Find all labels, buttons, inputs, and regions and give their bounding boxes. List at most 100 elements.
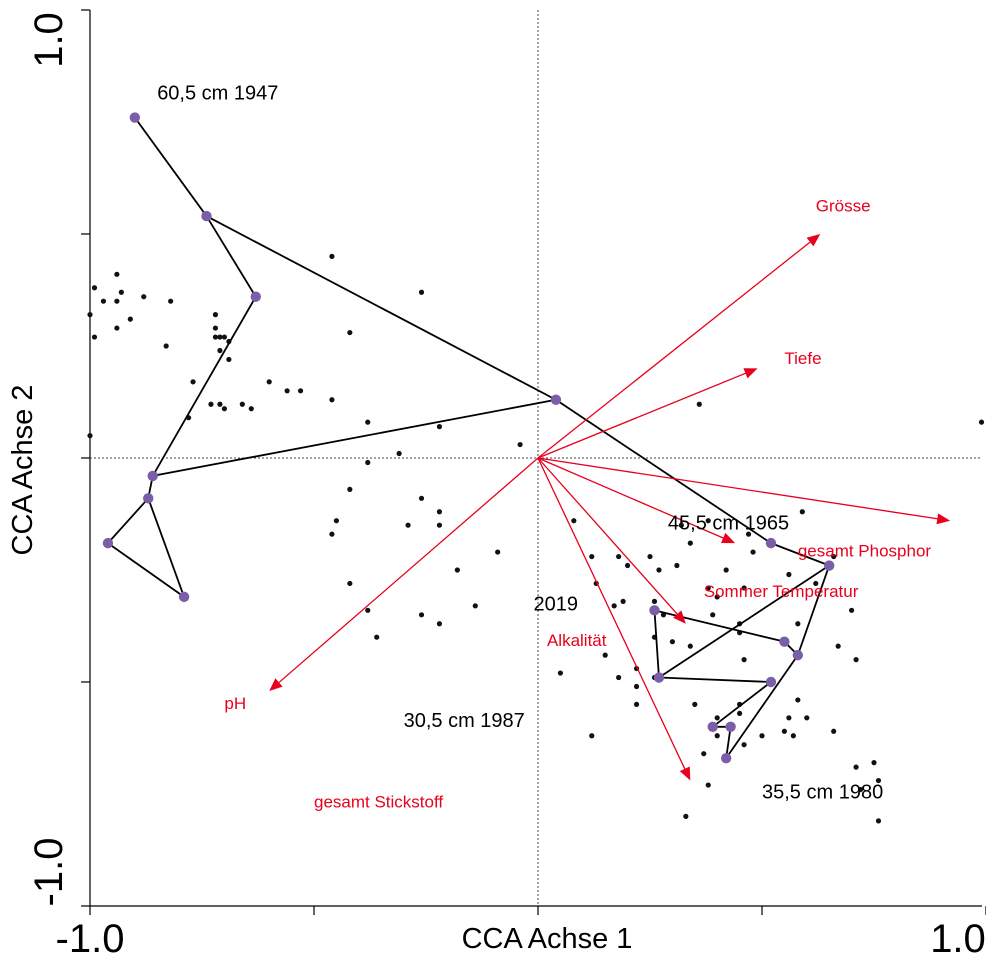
species-point — [786, 715, 792, 721]
species-point — [741, 585, 747, 591]
trajectory-line-2 — [555, 399, 831, 760]
vector-label: Tiefe — [784, 349, 821, 368]
x-tick-label-max: 1.0 — [930, 917, 986, 959]
species-point — [190, 379, 196, 385]
sample-label: 2019 — [534, 593, 579, 615]
vector-arrow-line — [278, 457, 539, 683]
species-point — [87, 433, 93, 439]
species-point — [616, 674, 622, 681]
species-point — [436, 424, 443, 430]
species-point — [436, 509, 443, 515]
species-point — [266, 379, 272, 385]
species-point — [602, 652, 608, 658]
species-point — [114, 271, 120, 277]
sample-label: 35,5 cm 1980 — [762, 781, 883, 803]
sample-point — [178, 591, 190, 603]
species-point — [365, 419, 371, 425]
species-point — [875, 777, 882, 784]
species-point — [616, 553, 622, 560]
species-point — [651, 598, 658, 604]
x-axis-title: CCA Achse 1 — [462, 923, 633, 955]
species-point — [714, 733, 720, 739]
species-point — [297, 388, 304, 394]
species-point — [705, 518, 711, 524]
sample-point — [720, 752, 732, 764]
species-point — [804, 715, 810, 721]
sample-point — [147, 470, 158, 482]
species-point — [141, 294, 147, 300]
vector-arrow-head — [679, 766, 691, 781]
vector-label: Alkalität — [547, 631, 607, 650]
species-point — [557, 670, 564, 676]
species-point — [857, 786, 864, 793]
sample-point — [707, 721, 718, 732]
species-point — [705, 782, 711, 788]
species-point — [835, 643, 841, 649]
vector-label: gesamt Phosphor — [798, 542, 932, 561]
species-point — [347, 486, 353, 492]
species-point — [871, 760, 877, 766]
species-point — [687, 643, 693, 649]
species-point — [669, 639, 676, 645]
zero-lines — [90, 10, 982, 906]
vector-arrow-line — [537, 457, 938, 520]
species-point — [633, 683, 640, 690]
species-point — [795, 621, 801, 627]
species-point — [217, 401, 223, 407]
species-point — [853, 657, 859, 663]
sample-point — [143, 493, 154, 504]
species-point — [978, 419, 985, 425]
vector-arrow-head — [936, 513, 951, 525]
sample-points — [102, 112, 835, 764]
species-point — [589, 553, 595, 560]
species-point — [741, 657, 747, 663]
species-points — [87, 253, 985, 824]
species-point — [683, 813, 689, 820]
sample-point — [550, 394, 562, 405]
species-point — [221, 406, 227, 412]
species-point — [248, 406, 254, 412]
species-point — [611, 603, 617, 609]
species-point — [813, 580, 819, 587]
species-point — [831, 553, 837, 560]
species-point — [212, 334, 219, 340]
vector-arrow-head — [721, 532, 736, 544]
species-point — [620, 598, 626, 604]
species-point — [799, 509, 805, 515]
species-point — [365, 607, 371, 613]
species-point — [678, 522, 684, 528]
species-point — [454, 567, 460, 573]
species-point — [786, 571, 792, 578]
species-point — [284, 388, 290, 394]
sample-point — [725, 721, 736, 732]
y-tick-label-max: 1.0 — [27, 12, 71, 68]
species-point — [633, 701, 640, 708]
species-point — [239, 401, 245, 407]
species-point — [208, 401, 214, 407]
species-point — [347, 580, 353, 587]
vector-label: Grösse — [816, 197, 871, 216]
species-point — [212, 325, 219, 331]
sample-point — [779, 636, 790, 647]
species-point — [114, 298, 120, 304]
species-point — [418, 612, 425, 618]
species-point — [418, 495, 425, 501]
trajectory-line-1 — [107, 116, 557, 598]
vector-arrow-head — [806, 234, 821, 247]
species-point — [436, 621, 443, 627]
vector-label: gesamt Stickstoff — [314, 792, 443, 811]
species-point — [710, 612, 716, 618]
species-point — [692, 701, 698, 708]
species-point — [849, 607, 855, 613]
sample-point — [765, 537, 777, 549]
vector-arrow-head — [269, 678, 283, 691]
species-point — [374, 634, 380, 640]
species-point — [91, 285, 98, 291]
species-point — [795, 697, 801, 703]
species-point — [625, 562, 631, 569]
sample-point — [653, 672, 665, 683]
species-point — [347, 329, 353, 336]
species-point — [714, 594, 720, 600]
species-point — [831, 728, 837, 734]
